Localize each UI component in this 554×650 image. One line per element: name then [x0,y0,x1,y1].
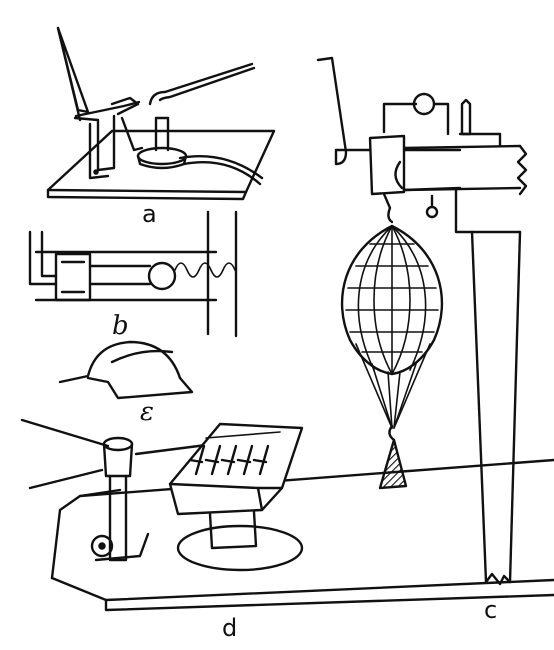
label-c: c [484,596,497,624]
label-b: b [112,311,129,341]
label-d: d [222,614,237,642]
panel-a-apparatus [46,26,276,201]
panel-c-apparatus [316,56,528,586]
label-epsilon: ε [140,397,154,427]
label-a: a [142,200,157,228]
panel-e-apparatus [58,340,194,400]
panel-d-apparatus [20,418,554,612]
panel-b-apparatus [28,210,238,338]
